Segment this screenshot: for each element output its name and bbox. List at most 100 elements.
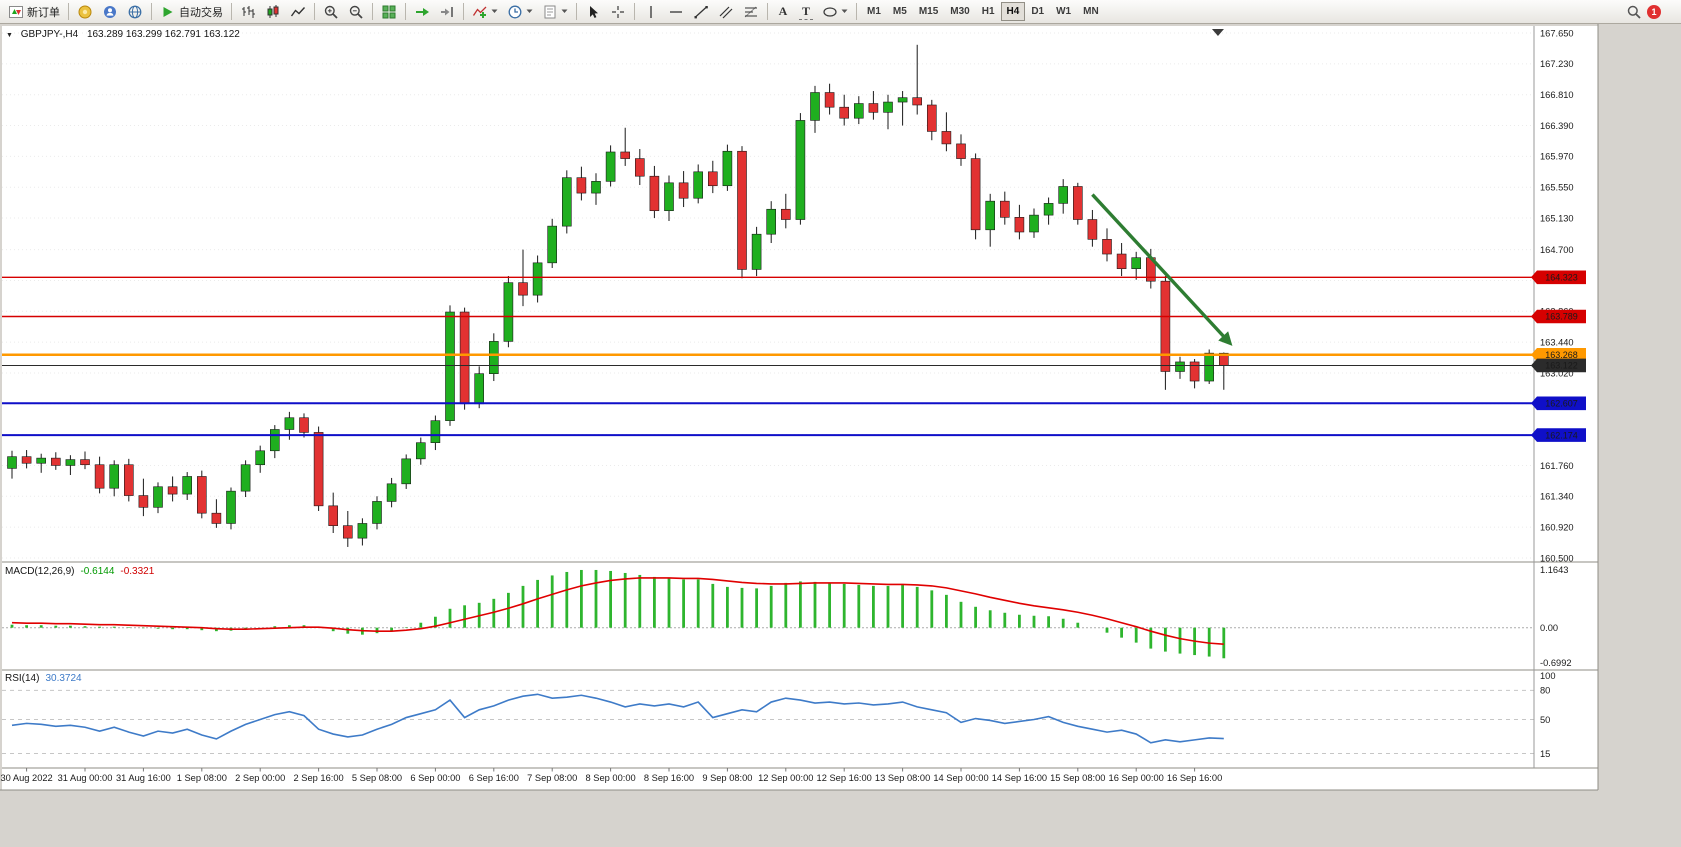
- toolbar-divider: [68, 3, 69, 20]
- timeframe-button-m15[interactable]: M15: [918, 6, 939, 17]
- rsi-indicator-label: RSI(14) 30.3724: [5, 673, 82, 684]
- search-button[interactable]: [1622, 1, 1646, 22]
- time-axis-label: 2 Sep 16:00: [294, 773, 344, 783]
- indicators-button[interactable]: [468, 1, 502, 22]
- time-axis-label: 31 Aug 16:00: [116, 773, 171, 783]
- tile-windows-icon: [382, 5, 396, 18]
- auto-scroll-button[interactable]: [410, 1, 434, 22]
- candle-up: [883, 101, 893, 113]
- horizontal-line-tool-button[interactable]: [664, 1, 688, 22]
- price-axis-label: 163.020: [1540, 368, 1574, 378]
- candle-up: [1029, 214, 1039, 233]
- candle-up: [372, 501, 382, 524]
- rsi-value: 30.3724: [45, 673, 82, 684]
- notification-badge[interactable]: 1: [1647, 4, 1661, 19]
- timeframe-button-mn[interactable]: MN: [1083, 6, 1099, 17]
- macd-main-value: -0.6144: [80, 566, 115, 577]
- price-tag-label: 164.323: [1545, 272, 1578, 282]
- candle-down: [299, 417, 309, 433]
- new-order-icon: [9, 5, 23, 18]
- timeframe-button-h4[interactable]: H4: [1000, 2, 1026, 21]
- price-axis-label: 160.500: [1540, 553, 1574, 563]
- time-axis-label: 2 Sep 00:00: [235, 773, 285, 783]
- candle-down: [1160, 280, 1171, 372]
- candlestick-chart-button[interactable]: [261, 1, 285, 22]
- candle-down: [1014, 217, 1025, 233]
- candle-down: [1189, 361, 1200, 382]
- time-axis-label: 13 Sep 08:00: [875, 773, 930, 783]
- candle-down: [780, 208, 791, 220]
- time-axis-label: 30 Aug 2022: [0, 773, 52, 783]
- templates-button[interactable]: [538, 1, 572, 22]
- price-axis-label: 165.130: [1540, 213, 1574, 223]
- timeframe-button-w1[interactable]: W1: [1056, 6, 1072, 17]
- vertical-line-icon: [650, 5, 652, 18]
- cursor-tool-button[interactable]: [581, 1, 605, 22]
- periods-button[interactable]: [503, 1, 537, 22]
- trendline-tool-button[interactable]: [689, 1, 713, 22]
- horizontal-line-icon: [670, 10, 682, 13]
- timeframe-button-d1[interactable]: D1: [1031, 6, 1045, 17]
- one-click-trading-toggle[interactable]: ▼: [6, 32, 13, 39]
- time-axis-label: 8 Sep 16:00: [644, 773, 694, 783]
- vertical-line-tool-button[interactable]: [639, 1, 663, 22]
- chart-shift-marker-icon[interactable]: [1211, 29, 1224, 36]
- clock-icon: [508, 5, 522, 18]
- candle-up: [153, 486, 163, 508]
- timeframe-button-m30[interactable]: M30: [950, 6, 970, 17]
- line-chart-icon: [290, 6, 306, 16]
- candle-up: [853, 103, 864, 119]
- candle-down: [138, 495, 149, 508]
- candle-down: [839, 106, 850, 119]
- candle-up: [810, 92, 820, 121]
- right-gutter: [1598, 24, 1681, 847]
- channel-icon: [719, 6, 733, 18]
- shapes-tool-button[interactable]: [818, 1, 852, 22]
- globe-icon: [128, 5, 142, 18]
- timeframe-button-m1[interactable]: M1: [867, 6, 881, 17]
- candle-up: [226, 490, 236, 524]
- time-axis-label: 31 Aug 00:00: [58, 773, 113, 783]
- candle-down: [620, 151, 631, 159]
- fibonacci-tool-button[interactable]: [739, 1, 763, 22]
- candle-down: [970, 158, 981, 231]
- candle-down: [1087, 219, 1098, 240]
- bar-chart-button[interactable]: [236, 1, 260, 22]
- candle-up: [591, 181, 601, 194]
- zoom-in-button[interactable]: [319, 1, 343, 22]
- rsi-axis-label: 100: [1540, 671, 1556, 681]
- time-axis-label: 8 Sep 00:00: [586, 773, 636, 783]
- auto-trading-button[interactable]: 自动交易: [156, 1, 227, 22]
- trend-arrow-annotation[interactable]: [1091, 193, 1233, 346]
- text-label-tool-button[interactable]: T: [795, 1, 817, 22]
- community-button[interactable]: [73, 1, 97, 22]
- candle-down: [197, 476, 207, 514]
- candle-down: [1073, 186, 1083, 220]
- candle-up: [445, 311, 455, 421]
- zoom-in-icon: [324, 5, 338, 19]
- bottom-strip: [0, 790, 1681, 847]
- tile-windows-button[interactable]: [377, 1, 401, 22]
- candle-down: [824, 92, 835, 108]
- timeframe-button-m5[interactable]: M5: [892, 6, 907, 17]
- channel-tool-button[interactable]: [714, 1, 738, 22]
- toolbar-divider: [231, 3, 232, 20]
- timeframe-button-h1[interactable]: H1: [981, 6, 995, 17]
- candle-up: [357, 523, 368, 539]
- text-tool-button[interactable]: A: [772, 1, 794, 22]
- macd-indicator-label: MACD(12,26,9) -0.6144 -0.3321: [5, 566, 154, 577]
- crosshair-tool-button[interactable]: [606, 1, 630, 22]
- price-axis-label: 165.550: [1540, 183, 1574, 193]
- new-order-button[interactable]: 新订单: [4, 1, 64, 22]
- candle-up: [386, 483, 397, 502]
- chart-shift-button[interactable]: [435, 1, 459, 22]
- line-chart-button[interactable]: [286, 1, 310, 22]
- zoom-out-button[interactable]: [344, 1, 368, 22]
- candle-down: [211, 512, 222, 524]
- zoom-out-icon: [349, 5, 363, 19]
- profile-button[interactable]: [98, 1, 122, 22]
- price-axis-label: 167.650: [1540, 28, 1574, 38]
- web-terminal-button[interactable]: [123, 1, 147, 22]
- dropdown-caret-icon: [491, 9, 498, 13]
